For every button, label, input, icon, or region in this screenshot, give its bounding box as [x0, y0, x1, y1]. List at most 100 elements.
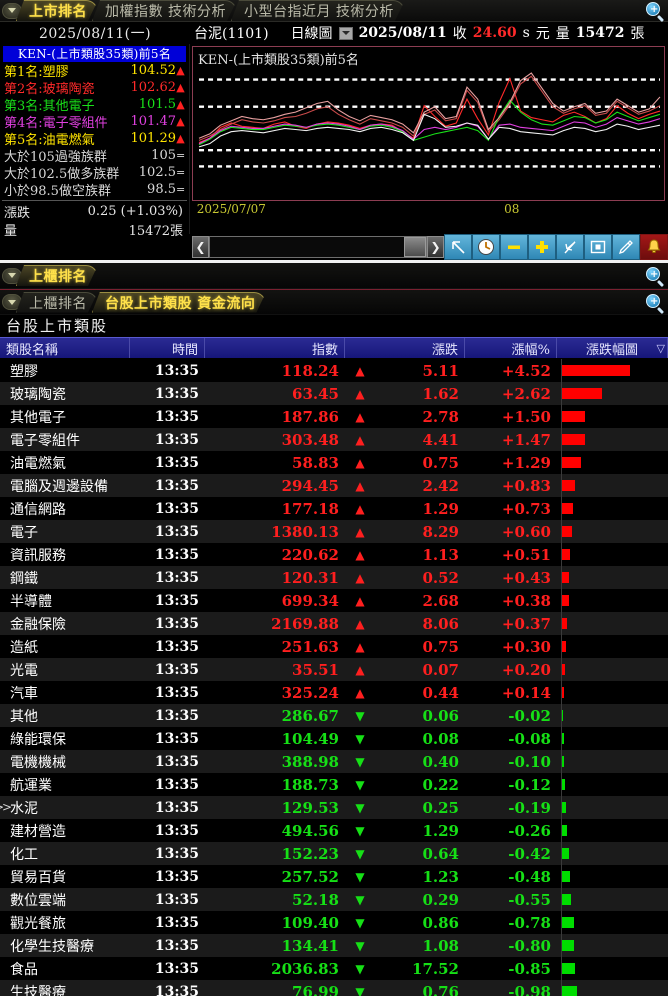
cell-name: 生技醫療	[0, 982, 130, 996]
cell-percent: +1.29	[501, 453, 551, 472]
sector-name: 電腦及週邊設備	[10, 478, 108, 495]
fit-screen-icon[interactable]	[584, 234, 612, 260]
chevron-down-icon[interactable]	[338, 26, 353, 40]
tab-1[interactable]: 台股上市類股 資金流向	[92, 292, 266, 313]
chart-scrollbar[interactable]: ❮ ❯	[190, 234, 668, 260]
cell-time: 13:35	[154, 523, 199, 540]
table-row[interactable]: 其他 13:35 286.67 ▼ 0.06 -0.02	[0, 704, 668, 727]
change-bar	[562, 365, 630, 376]
table-row[interactable]: 鋼鐵 13:35 120.31 ▲ 0.52 +0.43	[0, 566, 668, 589]
magnifier-plus-icon[interactable]: +	[646, 267, 665, 288]
column-header-name[interactable]: 類股名稱	[0, 338, 130, 358]
arrow-up-icon: ▲	[355, 524, 365, 539]
table-row[interactable]: 油電燃氣 13:35 58.83 ▲ 0.75 +1.29	[0, 451, 668, 474]
sector-name: 油電燃氣	[10, 455, 66, 472]
table-row[interactable]: 建材營造 13:35 494.56 ▼ 1.29 -0.26	[0, 819, 668, 842]
tab-0[interactable]: 上市排名	[16, 0, 98, 21]
rank-row: 第3名:其他電子 101.5 ▲	[0, 96, 189, 114]
table-row[interactable]: 玻璃陶瓷 13:35 63.45 ▲ 1.62 +2.62	[0, 382, 668, 405]
table-row[interactable]: 生技醫療 13:35 76.99 ▼ 0.76 -0.98	[0, 980, 668, 996]
line-chart[interactable]: KEN-(上市類股35類)前5名	[192, 46, 665, 201]
sector-name: 綠能環保	[10, 731, 66, 748]
table-row[interactable]: 化學生技醫療 13:35 134.41 ▼ 1.08 -0.80	[0, 934, 668, 957]
cell-percent: -0.08	[508, 729, 551, 748]
table-row[interactable]: 半導體 13:35 699.34 ▲ 2.68 +0.38	[0, 589, 668, 612]
tab-2[interactable]: 小型台指近月 技術分析	[231, 0, 405, 21]
cell-time: 13:35	[154, 845, 199, 862]
cell-percent: -0.42	[508, 844, 551, 863]
table-row[interactable]: 電腦及週邊設備 13:35 294.45 ▲ 2.42 +0.83	[0, 474, 668, 497]
table-row[interactable]: >>水泥 13:35 129.53 ▼ 0.25 -0.19	[0, 796, 668, 819]
table-row[interactable]: 電子零組件 13:35 303.48 ▲ 4.41 +1.47	[0, 428, 668, 451]
table-row[interactable]: 綠能環保 13:35 104.49 ▼ 0.08 -0.08	[0, 727, 668, 750]
plus-icon[interactable]	[528, 234, 556, 260]
change-value: 1.23	[422, 867, 459, 886]
table-row[interactable]: 汽車 13:35 325.24 ▲ 0.44 +0.14	[0, 681, 668, 704]
cell-index: 177.18	[281, 499, 339, 518]
table-row[interactable]: 通信網路 13:35 177.18 ▲ 1.29 +0.73	[0, 497, 668, 520]
cell-percent: -0.10	[508, 752, 551, 771]
cell-name: 電腦及週邊設備	[0, 476, 130, 496]
table-row[interactable]: 電機機械 13:35 388.98 ▼ 0.40 -0.10	[0, 750, 668, 773]
table-row[interactable]: 塑膠 13:35 118.24 ▲ 5.11 +4.52	[0, 359, 668, 382]
cell-index: 388.98	[281, 752, 339, 771]
table-row[interactable]: 貿易百貨 13:35 257.52 ▼ 1.23 -0.48	[0, 865, 668, 888]
magnifier-plus-icon[interactable]: +	[646, 2, 665, 23]
table-row[interactable]: 化工 13:35 152.23 ▼ 0.64 -0.42	[0, 842, 668, 865]
tab-1[interactable]: 加權指數 技術分析	[92, 0, 237, 21]
cell-index: 152.23	[281, 844, 339, 863]
clock-icon[interactable]	[472, 234, 500, 260]
chevron-right-icon[interactable]: ❯	[427, 236, 444, 258]
column-header-time[interactable]: 時間	[130, 338, 205, 358]
cell-name: >>水泥	[0, 798, 130, 818]
cell-percent: -0.85	[508, 959, 551, 978]
sector-name: 電機機械	[10, 754, 66, 771]
pen-icon[interactable]	[612, 234, 640, 260]
chart-x-axis: 2025/07/07 08	[192, 201, 665, 219]
rank-row-value: 98.5	[147, 182, 176, 197]
cell-percent: -0.55	[508, 890, 551, 909]
tab-0[interactable]: 上櫃排名	[16, 292, 98, 313]
table-row[interactable]: 電子 13:35 1380.13 ▲ 8.29 +0.60	[0, 520, 668, 543]
date-left: 2025/08/11(一)	[38, 26, 152, 42]
magnifier-plus-icon[interactable]: +	[646, 294, 665, 315]
column-header-bar[interactable]: 漲跌幅圖 ▽	[557, 338, 668, 358]
table-row[interactable]: 航運業 13:35 188.73 ▼ 0.22 -0.12	[0, 773, 668, 796]
table-body: 塑膠 13:35 118.24 ▲ 5.11 +4.52 玻璃陶瓷 13:35 63.45 ▲ 1.…	[0, 359, 668, 996]
cell-percent: +0.83	[501, 476, 551, 495]
cell-index: 129.53	[281, 798, 339, 817]
column-header-index[interactable]: 指數	[205, 338, 345, 358]
table-row[interactable]: 造紙 13:35 251.63 ▲ 0.75 +0.30	[0, 635, 668, 658]
table-row[interactable]: 資訊服務 13:35 220.62 ▲ 1.13 +0.51	[0, 543, 668, 566]
table-row[interactable]: 觀光餐旅 13:35 109.40 ▼ 0.86 -0.78	[0, 911, 668, 934]
change-bar	[562, 802, 567, 813]
column-header-percent[interactable]: 漲幅%	[465, 338, 557, 358]
cell-time: 13:35	[154, 914, 199, 931]
tab-0[interactable]: 上櫃排名	[16, 265, 98, 286]
cell-index: 76.99	[292, 982, 339, 996]
minus-icon[interactable]	[500, 234, 528, 260]
arrow-up-icon: ▲	[355, 409, 365, 424]
quote-date: 2025/08/11	[358, 25, 447, 41]
change-value: 0.06	[422, 706, 459, 725]
table-row[interactable]: 金融保險 13:35 2169.88 ▲ 8.06 +0.37	[0, 612, 668, 635]
rank-row-value: 102.5	[138, 165, 176, 180]
scroll-thumb[interactable]	[404, 237, 426, 257]
column-header-change[interactable]: 漲跌	[345, 338, 465, 358]
chevron-left-icon[interactable]: ❮	[192, 236, 209, 258]
cell-index: 35.51	[292, 660, 339, 679]
arrow-up-left-icon[interactable]	[444, 234, 472, 260]
arrow-undo-icon[interactable]	[556, 234, 584, 260]
bell-icon[interactable]	[640, 234, 668, 260]
cell-index: 134.41	[281, 936, 339, 955]
table-row[interactable]: 其他電子 13:35 187.86 ▲ 2.78 +1.50	[0, 405, 668, 428]
cell-time: 13:35	[154, 891, 199, 908]
sector-name: 觀光餐旅	[10, 915, 66, 932]
table-row[interactable]: 數位雲端 13:35 52.18 ▼ 0.29 -0.55	[0, 888, 668, 911]
scroll-track[interactable]	[209, 236, 427, 258]
footer-value: 15472張	[128, 223, 183, 239]
table-row[interactable]: 食品 13:35 2036.83 ▼ 17.52 -0.85	[0, 957, 668, 980]
cell-bar	[557, 658, 668, 681]
sort-descending-icon[interactable]: ▽	[656, 342, 665, 355]
table-row[interactable]: 光電 13:35 35.51 ▲ 0.07 +0.20	[0, 658, 668, 681]
